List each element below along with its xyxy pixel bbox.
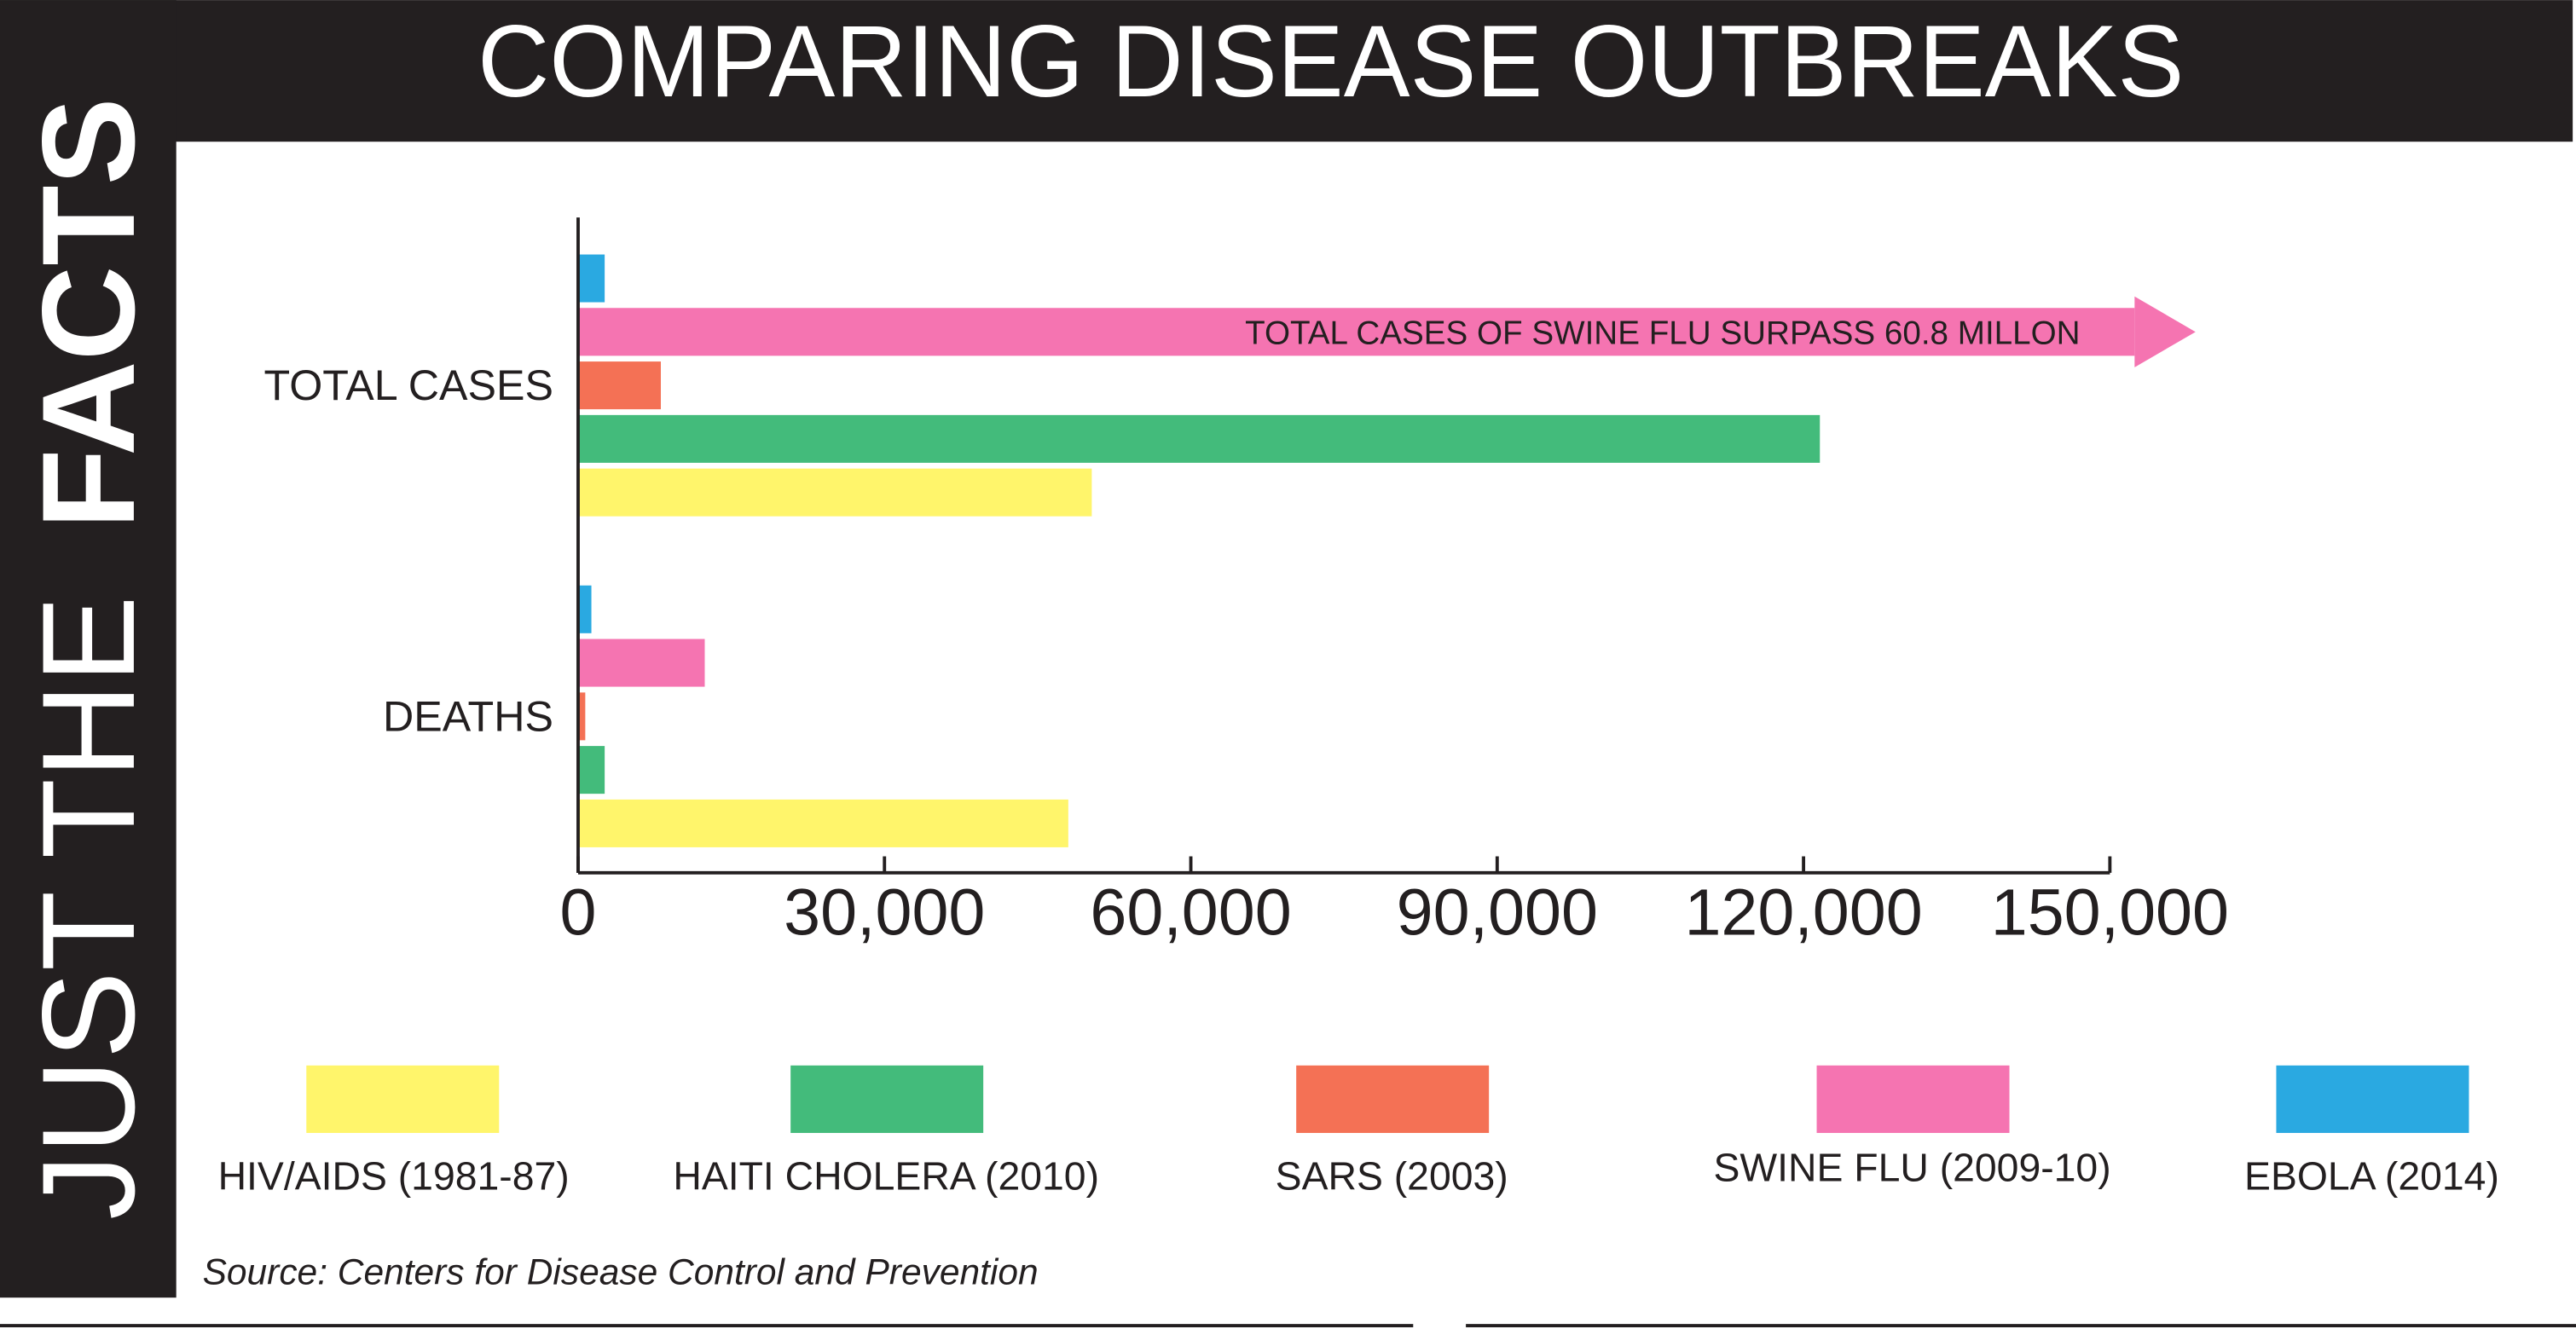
bar	[577, 692, 586, 741]
bar	[577, 468, 1092, 517]
category-label: DEATHS	[383, 692, 553, 740]
x-tick-label: 0	[560, 875, 597, 949]
side-band	[0, 0, 177, 1298]
annotation: TOTAL CASES OF SWINE FLU SURPASS 60.8 MI…	[1245, 315, 2080, 351]
x-tick-label: 90,000	[1397, 875, 1598, 949]
bar	[577, 414, 1821, 463]
legend-swatch	[790, 1065, 984, 1134]
bar	[577, 746, 605, 795]
bar	[577, 585, 592, 633]
bar	[577, 308, 2135, 356]
x-tick-label: 30,000	[784, 875, 985, 949]
x-tick-label: 150,000	[1991, 875, 2229, 949]
bars	[577, 254, 2135, 847]
legend-swatch	[2276, 1065, 2469, 1134]
legend-label: SWINE FLU (2009-10)	[1713, 1146, 2110, 1190]
bar	[577, 638, 705, 687]
x-tick-label: 120,000	[1684, 875, 1922, 949]
source: Source: Centers for Disease Control and …	[203, 1252, 1039, 1292]
legend-label: SARS (2003)	[1276, 1153, 1508, 1198]
category-label: TOTAL CASES	[263, 361, 553, 409]
side-title-light: JUST THE	[14, 595, 162, 1220]
legend-label: HAITI CHOLERA (2010)	[673, 1153, 1099, 1198]
x-tick-label: 60,000	[1090, 875, 1291, 949]
legend-swatch	[1296, 1065, 1490, 1134]
legend-swatch	[1816, 1065, 2010, 1134]
chart-title: COMPARING DISEASE OUTBREAKS	[478, 5, 2184, 118]
bar	[577, 254, 605, 303]
bar	[577, 361, 661, 410]
side-title: JUST THE FACTS	[14, 97, 162, 1220]
legend-label: EBOLA (2014)	[2244, 1153, 2499, 1198]
legend-label: HIV/AIDS (1981-87)	[218, 1153, 570, 1198]
side-title-bold: FACTS	[14, 97, 162, 529]
legend-swatch	[306, 1065, 500, 1134]
bar	[577, 799, 1068, 847]
overflow-arrow	[2134, 296, 2196, 367]
title-band	[0, 0, 2573, 142]
